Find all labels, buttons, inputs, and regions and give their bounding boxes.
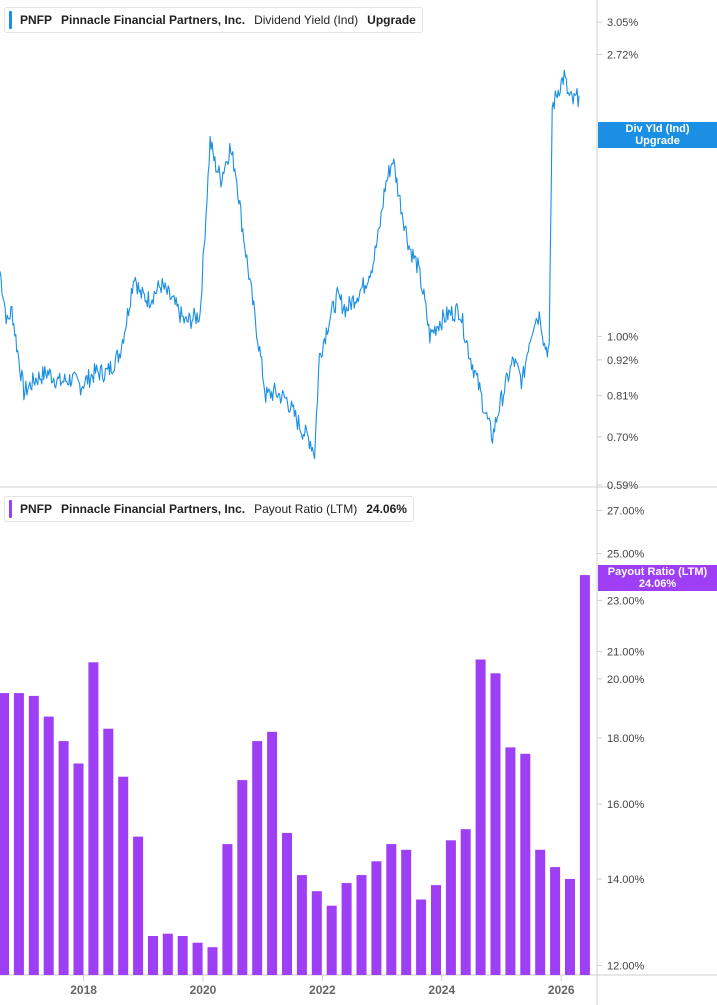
dividend-tag-label: Div Yld (Ind) (625, 123, 690, 135)
payout-bar (505, 747, 516, 975)
payout-bar (267, 731, 278, 975)
payout-bar (565, 879, 575, 975)
payout-bar (118, 776, 129, 975)
top-y-tick-label: 0.81% (607, 391, 638, 403)
payout-bar (177, 936, 188, 975)
bottom-y-tick-label: 20.00% (607, 674, 645, 686)
bottom-legend: PNFP Pinnacle Financial Partners, Inc. P… (4, 496, 414, 522)
top-legend-value[interactable]: Upgrade (367, 13, 416, 27)
bottom-legend-metric: Payout Ratio (LTM) (254, 502, 358, 516)
payout-bar (535, 849, 546, 975)
bottom-y-tick-label: 14.00% (607, 874, 645, 886)
top-y-tick-label: 0.70% (607, 432, 638, 444)
payout-bar (341, 883, 352, 975)
bottom-y-tick-label: 18.00% (607, 733, 645, 745)
payout-bar (445, 840, 456, 975)
top-y-tick-label: 0.92% (607, 355, 638, 367)
payout-tag-value: 24.06% (638, 578, 677, 590)
payout-tag-label: Payout Ratio (LTM) (607, 566, 708, 578)
payout-bar (460, 829, 471, 975)
bottom-y-tick-label: 27.00% (607, 505, 645, 517)
top-legend-company: Pinnacle Financial Partners, Inc. (61, 13, 246, 27)
dividend-yield-line (0, 69, 580, 460)
payout-bar (550, 867, 561, 975)
top-y-tick-label: 0.59% (607, 480, 638, 492)
payout-bar (311, 891, 322, 975)
payout-bar (103, 728, 114, 975)
x-tick-label: 2020 (190, 983, 217, 997)
payout-bar (58, 741, 69, 975)
payout-bar (282, 832, 292, 975)
payout-bar (88, 662, 99, 975)
payout-bar (326, 905, 337, 975)
top-y-tick-label: 1.00% (607, 331, 638, 343)
payout-bar (222, 844, 233, 975)
bottom-y-tick-label: 25.00% (607, 549, 645, 561)
payout-bar (431, 885, 441, 975)
dividend-yield-tag[interactable]: Div Yld (Ind) Upgrade (598, 122, 717, 148)
bottom-y-tick-label: 21.00% (607, 646, 645, 658)
payout-bar (520, 753, 531, 975)
payout-bar (296, 875, 307, 975)
payout-bar (192, 942, 203, 975)
x-tick-label: 2018 (70, 983, 97, 997)
payout-bar (43, 716, 54, 975)
x-tick-label: 2024 (428, 983, 455, 997)
payout-legend-swatch (9, 500, 12, 518)
payout-bar (162, 933, 173, 975)
dividend-legend-swatch (9, 11, 12, 29)
bottom-y-tick-label: 16.00% (607, 799, 645, 811)
bottom-legend-value: 24.06% (366, 502, 407, 516)
payout-bar (386, 844, 397, 975)
top-y-tick-label: 2.72% (607, 49, 638, 61)
top-y-tick-label: 3.05% (607, 17, 638, 29)
payout-bar (401, 849, 412, 975)
payout-bar (28, 695, 39, 975)
payout-bar (73, 763, 84, 975)
payout-bar (356, 875, 367, 975)
x-tick-label: 2022 (309, 983, 336, 997)
payout-ratio-tag: Payout Ratio (LTM) 24.06% (598, 565, 717, 591)
payout-bar (475, 659, 486, 975)
bottom-y-tick-label: 23.00% (607, 595, 645, 607)
top-legend: PNFP Pinnacle Financial Partners, Inc. D… (4, 7, 423, 33)
bottom-y-tick-label: 12.00% (607, 961, 645, 973)
payout-bar (13, 693, 24, 975)
payout-bar (490, 673, 501, 975)
payout-bar (237, 780, 248, 975)
payout-bar (0, 693, 9, 975)
top-legend-ticker: PNFP (20, 13, 53, 27)
payout-bar (416, 899, 427, 975)
dividend-tag-value: Upgrade (635, 135, 680, 147)
payout-bar (371, 861, 382, 975)
x-tick-label: 2026 (548, 983, 575, 997)
payout-bar (148, 936, 158, 975)
bottom-legend-ticker: PNFP (20, 502, 53, 516)
payout-bar (579, 575, 590, 975)
top-legend-metric: Dividend Yield (Ind) (254, 13, 359, 27)
bottom-legend-company: Pinnacle Financial Partners, Inc. (61, 502, 246, 516)
payout-bar (207, 947, 218, 975)
payout-bar (133, 836, 144, 975)
payout-bar (252, 741, 263, 975)
